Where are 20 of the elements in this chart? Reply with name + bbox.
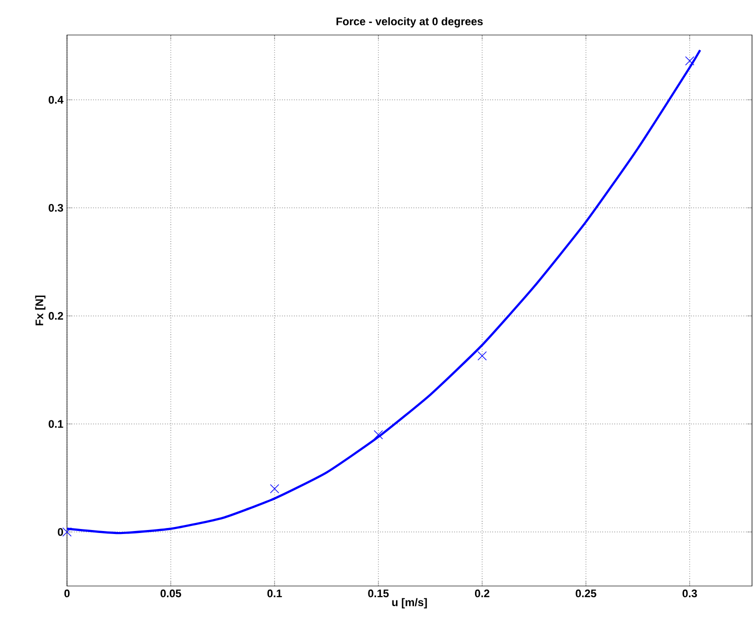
x-tick-label: 0 <box>64 590 70 598</box>
y-tick-label: 0.2 <box>48 312 64 320</box>
y-tick-label: 0.3 <box>48 204 64 212</box>
x-tick-label: 0.15 <box>368 590 389 598</box>
x-tick-label: 0.2 <box>474 590 490 598</box>
chart-title: Force - velocity at 0 degrees <box>336 17 483 28</box>
y-tick-label: 0.1 <box>48 420 64 428</box>
y-tick-label: 0.4 <box>48 96 64 104</box>
point <box>374 430 383 440</box>
point <box>62 527 72 537</box>
point <box>270 484 280 494</box>
x-axis-title: u [m/s] <box>392 598 427 608</box>
point <box>478 351 487 360</box>
x-tick-label: 0.05 <box>160 590 182 598</box>
x-tick-label: 0.25 <box>576 590 596 598</box>
y-axis-title: Fx [N] <box>35 296 46 326</box>
y-tick-label: 0 <box>58 528 64 536</box>
x-tick-label: 0.1 <box>267 590 282 598</box>
x-tick-label: 0.3 <box>682 590 697 598</box>
point <box>685 56 694 66</box>
